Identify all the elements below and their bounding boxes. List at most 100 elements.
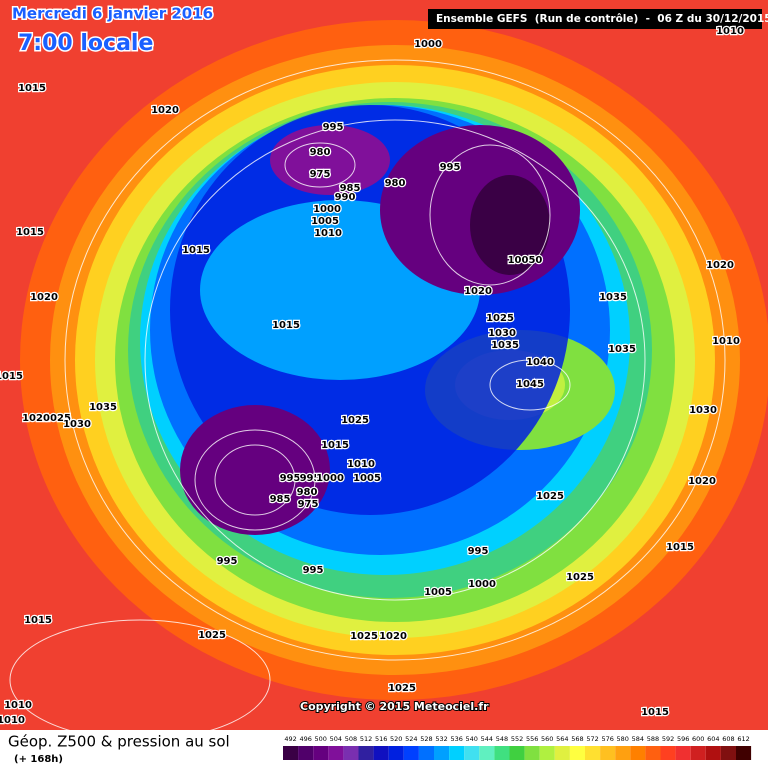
legend-swatch: [539, 746, 555, 760]
isobar-label: 1010: [712, 336, 740, 347]
isobar-label: 975: [310, 169, 331, 180]
isobar-label: 1025: [536, 491, 564, 502]
legend-label: 584: [632, 735, 644, 743]
legend-swatch: [630, 746, 646, 760]
legend-label: 540: [466, 735, 478, 743]
isobar-label: 1015: [16, 227, 44, 238]
isobar-label: 1030: [63, 419, 91, 430]
legend-swatch: [660, 746, 676, 760]
isobar-label: 1010: [4, 700, 32, 711]
footer-title: Géop. Z500 & pression au sol: [8, 733, 230, 751]
isobar-label: 1010: [347, 459, 375, 470]
isobar-label: 1030: [689, 405, 717, 416]
legend-label: 572: [586, 735, 598, 743]
legend-swatch: [569, 746, 585, 760]
legend: 492 496 500 504 508 512 516 520 524 528 532 536 540 5…: [283, 735, 752, 760]
isobar-label: 1025: [350, 631, 378, 642]
legend-label: 532: [435, 735, 447, 743]
footer-lead: (+ 168h): [14, 754, 63, 765]
isobar-label: 1045: [516, 379, 544, 390]
legend-swatch: [328, 746, 344, 760]
legend-label: 508: [345, 735, 357, 743]
isobar-label: 995: [468, 546, 489, 557]
legend-swatch: [554, 746, 570, 760]
isobar-label: 1015: [24, 615, 52, 626]
legend-swatch: [403, 746, 419, 760]
isobar-label: 985: [340, 183, 361, 194]
legend-label: 600: [692, 735, 704, 743]
legend-swatch: [690, 746, 706, 760]
legend-label: 596: [677, 735, 689, 743]
legend-label: 536: [450, 735, 462, 743]
isobar-label: 1005: [311, 216, 339, 227]
legend-label: 560: [541, 735, 553, 743]
isobar-label: 1005: [424, 587, 452, 598]
isobar-label: 1015: [321, 440, 349, 451]
run-box: [428, 9, 762, 29]
legend-label: 548: [496, 735, 508, 743]
isobar-label: 1020: [688, 476, 716, 487]
legend-swatch: [343, 746, 359, 760]
isobar-label: 1025: [198, 630, 226, 641]
legend-swatch: [736, 746, 752, 760]
legend-swatch: [494, 746, 510, 760]
legend-swatch: [600, 746, 616, 760]
copyright: Copyright © 2015 Meteociel.fr: [300, 700, 489, 713]
legend-swatch: [358, 746, 374, 760]
legend-label: 496: [299, 735, 311, 743]
legend-swatch: [388, 746, 404, 760]
run-info: Ensemble GEFS (Run de contrôle) - 06 Z d…: [436, 13, 768, 25]
isobar-label: 1015: [0, 371, 23, 382]
legend-swatch: [298, 746, 314, 760]
legend-label: 552: [511, 735, 523, 743]
legend-swatch: [464, 746, 480, 760]
isobar-label: 1015: [182, 245, 210, 256]
legend-label: 492: [284, 735, 296, 743]
legend-label: 520: [390, 735, 402, 743]
isobar-label: 1025: [486, 313, 514, 324]
isobar-label: 1015: [666, 542, 694, 553]
isobar-label: 1020: [379, 631, 407, 642]
isobar-label: 1025: [388, 683, 416, 694]
legend-label: 512: [360, 735, 372, 743]
isobar-label: 995: [300, 473, 321, 484]
legend-label: 604: [707, 735, 719, 743]
isobar-label: 1000: [414, 39, 442, 50]
legend-swatch: [418, 746, 434, 760]
legend-swatch: [479, 746, 495, 760]
legend-label: 544: [481, 735, 493, 743]
legend-label: 556: [526, 735, 538, 743]
isobar-label: 1015: [18, 83, 46, 94]
height-field: [20, 20, 768, 700]
legend-swatch: [615, 746, 631, 760]
legend-label: 524: [405, 735, 417, 743]
isobar-label: 1015: [272, 320, 300, 331]
isobar-label: 1020: [22, 413, 50, 424]
isobar-label: 995: [217, 556, 238, 567]
legend-label: 528: [420, 735, 432, 743]
legend-swatch: [720, 746, 736, 760]
legend-swatch: [373, 746, 389, 760]
legend-swatch: [283, 746, 299, 760]
legend-label: 580: [617, 735, 629, 743]
isobar-label: 985: [270, 494, 291, 505]
isobar-label: 995: [303, 565, 324, 576]
isobar-label: 1035: [599, 292, 627, 303]
legend-label: 608: [722, 735, 734, 743]
time: 7:00 locale: [18, 31, 153, 56]
isobar-label: 995: [323, 122, 344, 133]
legend-label: 568: [571, 735, 583, 743]
legend-label: 516: [375, 735, 387, 743]
legend-label: 576: [601, 735, 613, 743]
legend-swatch: [645, 746, 661, 760]
isobar-label: 1010: [716, 26, 744, 37]
legend-label: 592: [662, 735, 674, 743]
legend-swatch: [675, 746, 691, 760]
isobar-label: 1020: [30, 292, 58, 303]
isobars: [9, 59, 726, 741]
isobar-label: 975: [298, 499, 319, 510]
isobar-label: 980: [297, 487, 318, 498]
isobar-label: 1005: [353, 473, 381, 484]
isobar-label: 1020: [706, 260, 734, 271]
isobar-label: 1025: [341, 415, 369, 426]
